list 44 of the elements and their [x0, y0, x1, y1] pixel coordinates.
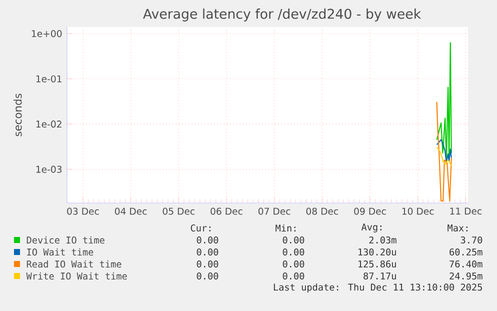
legend-label: Device IO time	[26, 236, 104, 244]
x-tick-label: 06 Dec	[210, 208, 242, 215]
text: 2.03m	[369, 236, 396, 244]
line-series	[436, 42, 452, 161]
text: 0.00	[282, 272, 304, 280]
text: 0.00	[196, 260, 218, 268]
text: Avg:	[361, 224, 382, 232]
text: Max:	[448, 224, 468, 232]
x-tick-label: 07 Dec	[258, 208, 290, 215]
y-tick-label: 1e-03	[36, 166, 62, 173]
line-series	[436, 139, 452, 164]
y-axis-title: seconds	[14, 94, 22, 136]
text: 0.00	[282, 260, 304, 268]
text: 125.86u	[358, 260, 396, 268]
text: 0.00	[282, 236, 304, 244]
text: 87.17u	[364, 272, 396, 280]
text: 0.00	[196, 236, 218, 244]
chart-title: Average latency for /dev/zd240 - by week	[143, 8, 422, 22]
x-tick-label: 09 Dec	[354, 208, 386, 215]
legend-label: Read IO Wait time	[26, 260, 122, 268]
text: 0.00	[196, 272, 218, 280]
line-series	[436, 101, 452, 202]
text: 76.40m	[450, 260, 482, 268]
y-tick-label: 1e-01	[36, 75, 62, 82]
text: 0.00	[196, 248, 218, 256]
text: 0.00	[282, 248, 304, 256]
x-tick-label: 05 Dec	[162, 208, 194, 215]
legend-label: IO Wait time	[27, 248, 94, 256]
text: 24.95m	[450, 272, 482, 280]
x-tick-label: 08 Dec	[306, 208, 338, 215]
text: 3.70	[460, 236, 482, 244]
y-tick-label: 1e+00	[32, 30, 62, 38]
text: Last update: Thu Dec 11 13:10:00 2025	[274, 283, 482, 293]
text: 130.20u	[358, 248, 396, 256]
text: Cur:	[190, 224, 210, 232]
x-tick-label: 03 Dec	[67, 208, 99, 215]
x-tick-label: 04 Dec	[114, 208, 147, 215]
x-tick-label: 11 Dec	[450, 208, 482, 215]
text: Min:	[276, 224, 296, 232]
x-tick-label: 10 Dec	[402, 208, 434, 215]
line-series	[436, 147, 452, 166]
text: 60.25m	[450, 248, 482, 256]
y-tick-label: 1e-02	[36, 120, 62, 128]
legend-label: Write IO Wait time	[26, 272, 127, 280]
